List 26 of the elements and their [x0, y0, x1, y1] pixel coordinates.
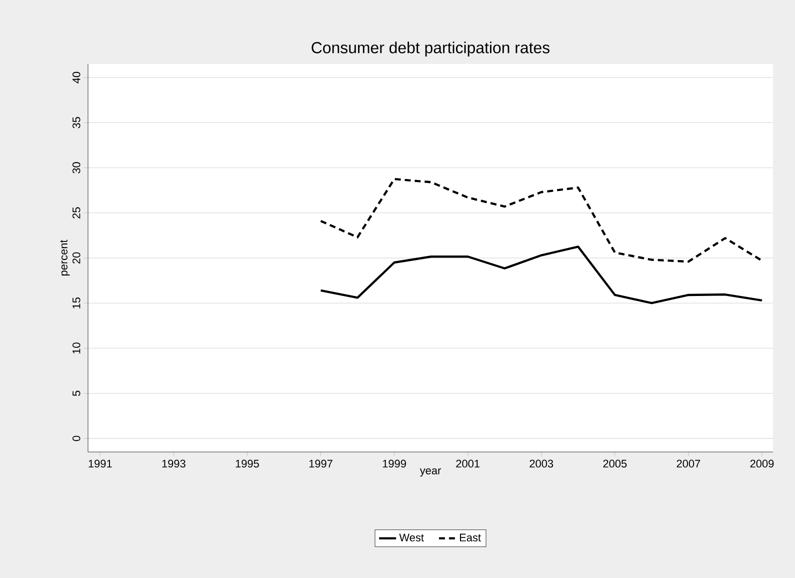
x-tick-label: 2003 [530, 460, 554, 468]
line-series [320, 178, 764, 263]
y-tick-label: 20 [72, 252, 80, 264]
y-tick-label: 5 [72, 390, 80, 396]
legend-label: West [399, 534, 424, 542]
x-tick-label: 2007 [676, 460, 700, 468]
y-tick-label: 25 [72, 207, 80, 218]
x-tick-label: 1995 [236, 460, 259, 468]
y-tick-label: 30 [72, 162, 80, 174]
chart-title: Consumer debt participation rates [312, 42, 550, 56]
y-tick-label: 35 [72, 117, 80, 128]
x-tick-label: 1993 [162, 460, 186, 468]
x-tick-label: 2001 [456, 460, 480, 468]
legend-label: East [460, 534, 481, 542]
y-tick-label: 40 [72, 72, 80, 84]
line-series [320, 246, 764, 304]
x-tick-label: 2005 [603, 460, 627, 468]
y-tick-label: 15 [72, 297, 80, 308]
x-axis-title: year [420, 468, 441, 477]
x-tick-label: 1991 [88, 460, 112, 468]
y-axis-title: percent [60, 240, 70, 276]
x-tick-label: 2009 [750, 460, 774, 468]
y-tick-label: 10 [72, 342, 80, 354]
x-tick-label: 1999 [382, 460, 406, 468]
y-tick-label: 0 [72, 436, 80, 442]
x-tick-label: 1997 [309, 460, 332, 468]
